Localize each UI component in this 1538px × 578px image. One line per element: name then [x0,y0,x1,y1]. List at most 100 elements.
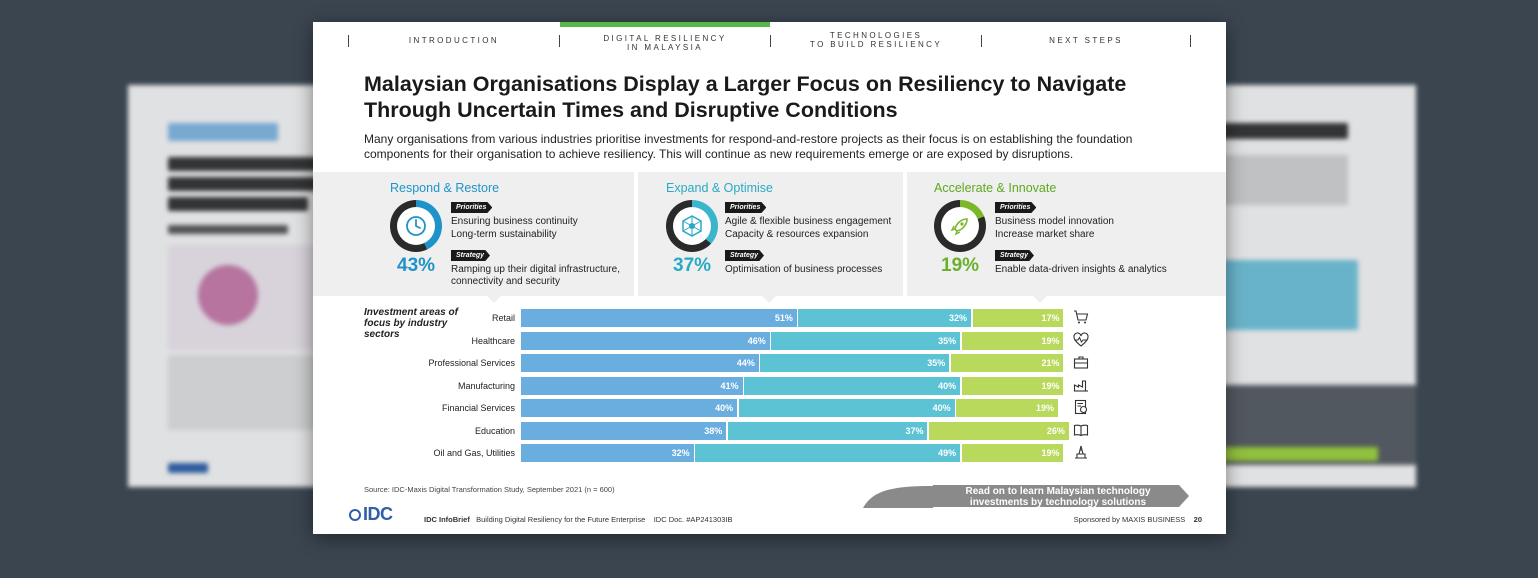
heart-pulse-icon [1073,332,1089,348]
footer-brand: IDC InfoBrief [424,515,470,524]
panel-pointer [485,294,503,303]
nav-tab-technologies[interactable]: Technologies to Build Resiliency [771,22,981,58]
percent-value: 43% [397,255,436,276]
bar-value-label: 40% [932,403,951,413]
cta-line: Read on to learn Malaysian technology [965,486,1151,497]
bar-value-label: 26% [1046,425,1065,436]
bar-value-label: 38% [704,425,723,436]
page-subtitle: Many organisations from various industri… [364,132,1133,161]
read-on-button[interactable]: Read on to learn Malaysian technology in… [863,482,1189,510]
category-label: Oil and Gas, Utilities [433,448,515,458]
book-icon [1073,422,1089,438]
bar-segment: 19% [961,331,1064,350]
bar-value-label: 19% [1041,380,1060,391]
category-label: Education [474,425,515,436]
section-nav: Introduction Digital Resiliency in Malay… [313,22,1226,58]
bar-segment: 17% [972,309,1064,327]
clock-icon [397,207,435,245]
percent-ring [934,200,986,252]
bar-segment: 32% [798,309,972,327]
strategy-item: Enable data-driven insights & analytics [995,264,1167,275]
previous-page-preview[interactable] [128,85,328,487]
strategy-tag: Strategy [451,250,491,261]
bar-segment: 35% [760,354,950,372]
page-title: Malaysian Organisations Display a Larger… [364,72,1127,122]
bar-segment: 44% [521,354,759,372]
strategy-tag: Strategy [995,250,1035,261]
cta-arrow-shape [863,485,1189,508]
nav-divider [770,35,771,47]
network-icon [673,207,711,245]
chart-title: Investment areas of focus by industry se… [364,307,458,340]
bar-value-label: 44% [736,358,755,368]
panel-divider [634,172,638,296]
nav-tab-label-line1: Technologies [829,31,923,40]
priority-item: Agile & flexible business engagement [725,216,892,227]
bar-segment: 40% [521,399,738,417]
bar-segment: 32% [521,444,694,462]
category-label: Professional Services [428,358,515,368]
bar-value-label: 49% [938,448,957,458]
nav-tab-label-line1: Digital Resiliency [603,33,727,43]
nav-tab-label-line2: in Malaysia [626,42,704,52]
panel-title: Accelerate & Innovate [934,181,1057,195]
bar-value-label: 19% [1041,448,1060,458]
footer-doc-title: Building Digital Resiliency for the Futu… [476,515,646,524]
bar-segment: 49% [695,444,961,462]
priorities-tag: Priorities [451,202,493,213]
bar-value-label: 32% [671,448,690,458]
bar-segment: 37% [727,421,928,440]
bar-value-label: 46% [747,335,766,346]
nav-tab-label: Introduction [408,35,500,45]
briefcase-icon [1073,354,1089,370]
panel-pointer [1031,294,1049,303]
percent-ring [666,200,718,252]
document-page: Introduction Digital Resiliency in Malay… [313,22,1226,534]
bar-segment: 38% [521,421,727,440]
cart-icon [1073,309,1089,325]
bar-segment: 21% [950,354,1064,372]
percent-value: 37% [673,255,712,276]
priority-item: Increase market share [995,229,1095,240]
bar-value-label: 35% [938,335,957,346]
focus-panels-background [313,172,1226,296]
idc-logo: IDC [349,504,393,525]
percent-ring [390,200,442,252]
bar-value-label: 37% [905,425,924,436]
bar-value-label: 19% [1041,335,1060,346]
bar-segment: 46% [521,331,770,350]
cta-text: Read on to learn Malaysian technology in… [943,486,1173,508]
nav-tab-next-steps[interactable]: Next Steps [982,22,1190,58]
category-label: Manufacturing [457,380,515,391]
category-label: Healthcare [471,335,515,346]
footer-doc-id: IDC Doc. #AP241303IB [653,515,733,524]
strategy-item: Optimisation of business processes [725,264,883,275]
bar-segment: 40% [744,376,961,395]
priorities-tag: Priorities [725,202,767,213]
strategy-item: Ramping up their digital infrastructure, [451,264,620,275]
nav-divider [559,35,560,47]
priorities-tag: Priorities [995,202,1037,213]
nav-divider [981,35,982,47]
nav-tab-label-line2: to Build Resiliency [809,40,943,49]
finance-doc-icon [1073,399,1089,415]
page-footer: IDC IDC InfoBrief Building Digital Resil… [313,504,1226,534]
next-page-preview[interactable] [1218,85,1416,487]
bar-value-label: 35% [927,358,946,368]
panel-respond-restore: Respond & Restore 43% Priorities Ensurin… [313,172,634,296]
nav-tab-digital-resiliency[interactable]: Digital Resiliency in Malaysia [560,22,770,58]
bar-value-label: 40% [938,380,957,391]
category-label: Financial Services [441,403,515,413]
nav-tab-introduction[interactable]: Introduction [349,22,559,58]
panel-accelerate-innovate: Accelerate & Innovate 19% Priorities Bus… [907,172,1226,296]
panel-divider [903,172,907,296]
logo-text: IDC [363,504,393,524]
factory-icon [1073,377,1089,393]
strategy-tag: Strategy [725,250,765,261]
oil-rig-icon [1073,444,1089,460]
panel-title: Respond & Restore [390,181,500,195]
bar-segment: 19% [956,399,1059,417]
bar-segment: 51% [521,309,797,327]
category-label: Retail [491,313,515,323]
bar-segment: 19% [961,376,1064,395]
